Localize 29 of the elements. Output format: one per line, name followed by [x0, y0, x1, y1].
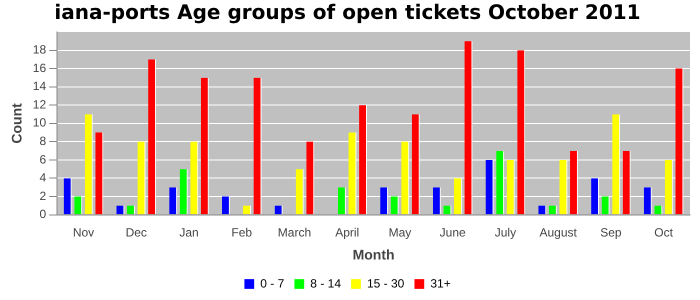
y-tick-label: 2 [39, 188, 46, 203]
x-tick-label: Feb [231, 225, 252, 240]
y-tick-label: 4 [39, 170, 46, 185]
y-tick-label: 0 [39, 207, 46, 222]
y-tick-label: 12 [32, 97, 46, 112]
y-tick-label: 6 [39, 152, 46, 166]
y-tick-label: 14 [32, 79, 46, 94]
x-tick-label: Dec [126, 225, 147, 240]
x-tick-label: March [278, 225, 312, 240]
x-axis-title: Month [352, 246, 395, 262]
y-tick-label: 8 [39, 134, 46, 148]
chart-title: iana-ports Age groups of open tickets October 2011 [54, 0, 641, 24]
legend-label: 8 - 14 [310, 276, 342, 290]
y-axis-title: Count [8, 102, 24, 144]
x-tick-label: May [388, 225, 412, 240]
x-tick-label: June [440, 225, 466, 240]
x-tick-label: April [335, 225, 360, 240]
x-tick-label: Jan [179, 225, 199, 240]
y-tick-label: 18 [32, 42, 46, 57]
x-tick-label: Sep [600, 225, 622, 240]
legend-label: 0 - 7 [260, 276, 285, 290]
y-tick-label: 16 [32, 60, 46, 75]
x-tick-label: Oct [654, 225, 674, 240]
x-tick-label: July [494, 225, 516, 240]
y-tick-label: 10 [32, 116, 46, 130]
x-tick-label: August [539, 225, 578, 240]
legend-label: 31+ [430, 276, 451, 290]
legend-label: 15 - 30 [366, 276, 405, 290]
x-tick-label: Nov [72, 225, 94, 240]
